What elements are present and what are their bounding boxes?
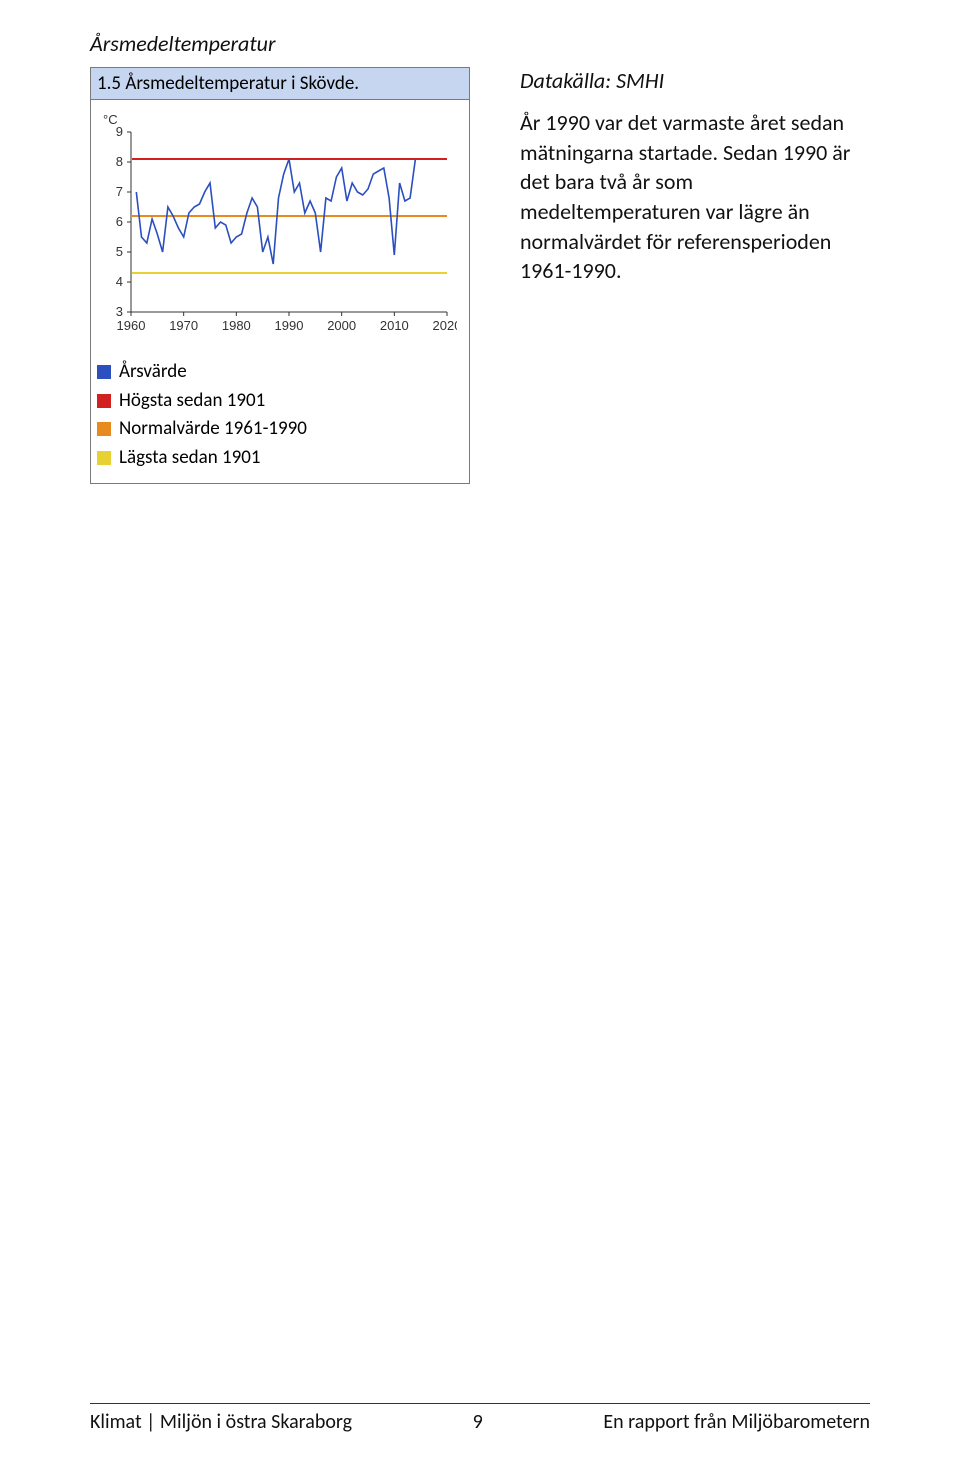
footer-page-number: 9 [473, 1410, 483, 1434]
line-chart: °C34567891960197019801990200020102020 [97, 110, 457, 340]
footer-divider [90, 1403, 870, 1404]
page-footer: Klimat | Miljön i östra Skaraborg 9 En r… [90, 1403, 870, 1434]
data-source: Datakälla: SMHI [520, 67, 870, 94]
footer-left: Klimat | Miljön i östra Skaraborg [90, 1410, 352, 1434]
chart-legend: Årsvärde Högsta sedan 1901 Normalvärde 1… [91, 351, 469, 483]
svg-text:5: 5 [116, 244, 123, 259]
legend-label: Normalvärde 1961-1990 [119, 416, 307, 443]
chart-body: °C34567891960197019801990200020102020 [91, 100, 469, 351]
svg-text:1990: 1990 [275, 318, 304, 333]
svg-text:3: 3 [116, 304, 123, 319]
svg-text:7: 7 [116, 184, 123, 199]
body-paragraph: År 1990 var det varmaste året sedan mätn… [520, 108, 870, 286]
svg-text:6: 6 [116, 214, 123, 229]
legend-label: Högsta sedan 1901 [119, 388, 265, 415]
svg-text:1980: 1980 [222, 318, 251, 333]
legend-item: Lägsta sedan 1901 [97, 445, 463, 472]
legend-item: Årsvärde [97, 359, 463, 386]
page: Årsmedeltemperatur 1.5 Årsmedeltemperatu… [0, 0, 960, 1470]
legend-item: Högsta sedan 1901 [97, 388, 463, 415]
svg-text:1970: 1970 [169, 318, 198, 333]
svg-text:2010: 2010 [380, 318, 409, 333]
legend-label: Årsvärde [119, 359, 187, 386]
left-column: 1.5 Årsmedeltemperatur i Skövde. °C34567… [90, 67, 470, 484]
legend-swatch [97, 394, 111, 408]
two-column-layout: 1.5 Årsmedeltemperatur i Skövde. °C34567… [90, 67, 870, 484]
legend-item: Normalvärde 1961-1990 [97, 416, 463, 443]
right-column: Datakälla: SMHI År 1990 var det varmaste… [520, 67, 870, 484]
svg-text:4: 4 [116, 274, 123, 289]
footer-right: En rapport från Miljöbarometern [603, 1410, 870, 1434]
chart-title: 1.5 Årsmedeltemperatur i Skövde. [91, 68, 469, 100]
section-title: Årsmedeltemperatur [90, 30, 870, 57]
chart-box: 1.5 Årsmedeltemperatur i Skövde. °C34567… [90, 67, 470, 484]
svg-text:1960: 1960 [117, 318, 146, 333]
svg-text:8: 8 [116, 154, 123, 169]
legend-swatch [97, 422, 111, 436]
svg-text:2020: 2020 [433, 318, 457, 333]
legend-label: Lägsta sedan 1901 [119, 445, 261, 472]
legend-swatch [97, 365, 111, 379]
svg-text:2000: 2000 [327, 318, 356, 333]
legend-swatch [97, 451, 111, 465]
svg-text:9: 9 [116, 124, 123, 139]
